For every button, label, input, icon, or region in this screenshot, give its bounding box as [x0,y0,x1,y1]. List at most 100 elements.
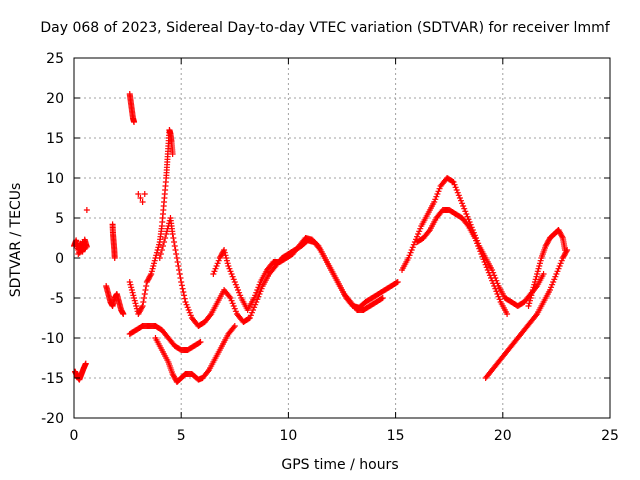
data-point [406,252,413,259]
data-point [496,296,503,303]
data-point [155,244,162,251]
data-point [230,324,237,331]
data-point [415,231,422,237]
data-point [258,285,265,292]
data-point [178,279,185,285]
data-point [432,196,439,203]
data-point [177,275,184,281]
data-point [184,304,191,311]
data-point [535,265,542,272]
data-point [464,221,471,228]
data-point [130,292,137,299]
x-tick-label: 25 [601,428,619,444]
x-tick-label: 0 [70,428,79,444]
data-point [245,315,252,322]
data-point [126,279,133,285]
data-point [257,288,264,295]
x-axis-label: GPS time / hours [281,457,398,473]
data-point [451,181,458,188]
data-point [551,276,558,283]
data-point [478,251,485,257]
data-point [169,231,176,237]
data-point [138,304,145,311]
data-point [488,275,495,281]
data-point [169,151,176,157]
data-point [246,315,253,321]
x-tick-label: 20 [494,428,512,444]
data-point [141,191,148,197]
data-point [465,216,472,223]
data-point [129,289,136,296]
x-tick-label: 10 [279,428,297,444]
y-tick-label: 20 [46,91,64,107]
data-point [550,279,557,285]
data-point [226,265,233,272]
data-point [486,272,493,279]
data-point [452,184,459,191]
data-point [255,284,262,291]
data-point [186,309,193,316]
data-point [563,248,570,255]
data-point [151,260,158,267]
data-point [416,228,423,235]
data-point [504,311,511,317]
data-point [229,300,236,307]
data-point [131,297,138,304]
data-point [455,192,462,199]
data-point [170,235,177,241]
data-point [481,259,488,265]
data-point [229,273,236,280]
data-point [230,276,237,283]
data-point [221,249,228,256]
series-low-a [103,283,127,317]
data-point [228,271,235,277]
data-point [142,287,149,293]
data-point [148,271,155,277]
data-point [79,239,86,245]
y-tick-label: 5 [55,211,64,227]
data-point [534,268,541,275]
data-point [533,273,540,280]
data-point [557,260,564,267]
data-point [459,200,466,207]
data-point [484,267,491,273]
data-point [151,257,158,264]
series-spike-20 [126,91,138,125]
data-point [150,263,157,269]
data-point [405,255,412,261]
plot-frame [73,57,611,419]
data-point [453,187,460,193]
series-trace-early [126,127,176,317]
data-point [464,213,471,220]
data-point [314,241,321,248]
series-trace-late-low [482,247,571,381]
data-point [529,289,536,296]
data-point [247,312,254,319]
data-point [185,307,192,313]
data-point [215,257,222,264]
data-point [553,271,560,277]
data-point [533,312,540,319]
series-vertical-a [109,221,118,261]
data-point [237,292,244,299]
y-tick-label: 10 [46,171,64,187]
data-point [226,293,233,300]
grid [74,58,610,418]
data-point [227,295,234,301]
data-point [454,189,461,196]
data-point [485,269,492,276]
data-point [490,280,497,287]
data-point [228,297,235,304]
y-axis-ticks: -20 -15 -10 -5 0 5 10 15 20 25 [41,51,610,427]
y-tick-label: -5 [50,291,64,307]
data-point [147,272,154,279]
data-point [182,299,189,305]
data-point [256,291,263,297]
data-point [207,312,214,319]
data-point [153,252,160,259]
data-point [450,179,457,185]
data-point [250,307,257,313]
data-point [213,263,220,269]
data-point [221,247,228,253]
